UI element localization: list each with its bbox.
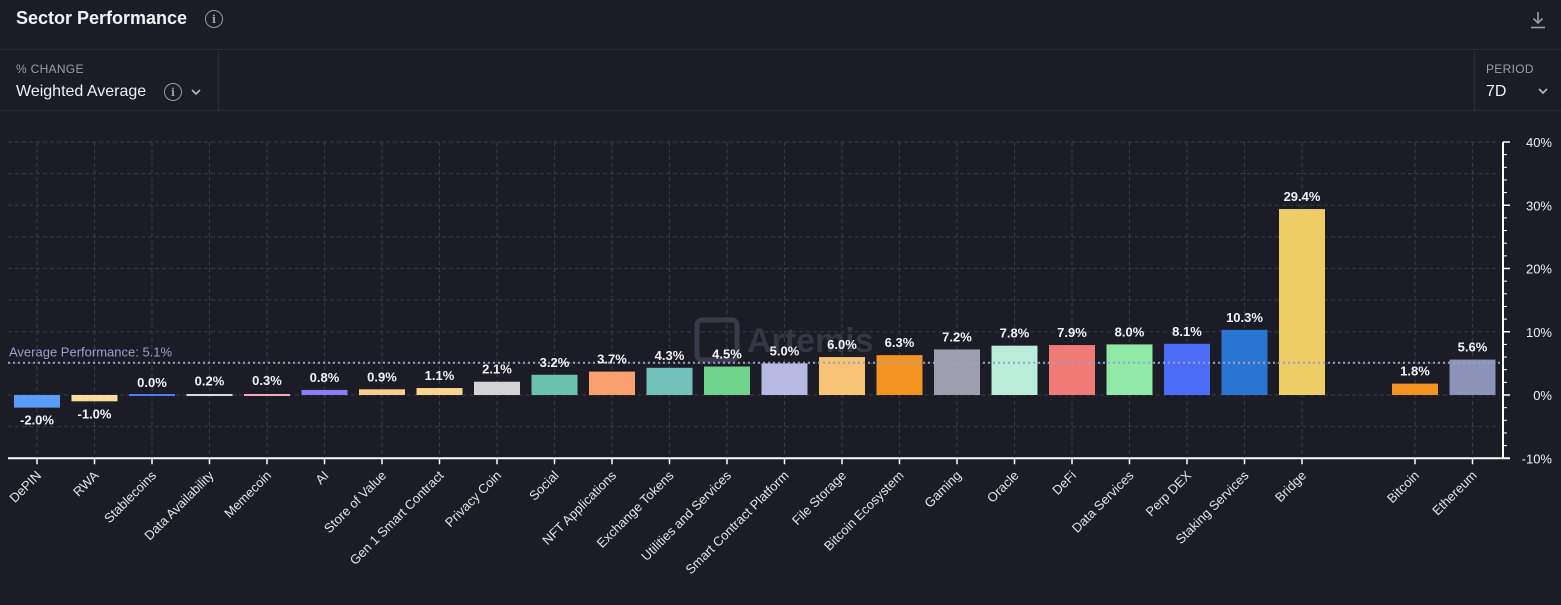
y-tick-label: 10%	[1526, 325, 1552, 340]
y-tick-label: 30%	[1526, 198, 1552, 213]
y-tick-label: 20%	[1526, 262, 1552, 277]
x-tick-label: DeFi	[1049, 468, 1079, 498]
x-tick-label: Perp DEX	[1143, 468, 1195, 520]
chart-header: Sector Performance i	[0, 0, 1561, 50]
data-label: 7.2%	[942, 329, 972, 344]
x-tick-label: Gen 1 Smart Contract	[347, 468, 447, 568]
bar-data-services[interactable]	[1106, 344, 1153, 395]
bar-store-of-value[interactable]	[359, 389, 405, 395]
bar-bridge[interactable]	[1279, 209, 1325, 395]
x-tick-label: Memecoin	[221, 468, 274, 521]
data-label: 10.3%	[1226, 310, 1263, 325]
y-tick-label: 0%	[1533, 388, 1552, 403]
data-label: 0.3%	[252, 373, 282, 388]
data-label: 7.9%	[1057, 325, 1087, 340]
data-label: 3.2%	[540, 355, 570, 370]
bar-ai[interactable]	[301, 389, 348, 395]
bar-bitcoin[interactable]	[1392, 383, 1438, 395]
change-type-selector[interactable]: % CHANGE Weighted Average i	[0, 51, 219, 110]
period-selector[interactable]: PERIOD 7D	[1474, 51, 1561, 110]
data-label: 6.0%	[827, 337, 857, 352]
bar-gen-1-smart-contract[interactable]	[416, 388, 463, 395]
x-tick-label: AI	[312, 468, 331, 487]
data-label: 0.2%	[195, 374, 225, 389]
data-label: 2.1%	[482, 362, 512, 377]
data-label: 4.5%	[712, 347, 742, 362]
data-label: 8.1%	[1172, 324, 1202, 339]
x-tick-label: Bitcoin	[1384, 468, 1422, 506]
change-type-value[interactable]: Weighted Average	[16, 83, 147, 100]
bar-file-storage[interactable]	[819, 357, 865, 395]
bar-bitcoin-ecosystem[interactable]	[876, 355, 923, 395]
x-tick-label: Stablecoins	[101, 467, 159, 525]
bar-gaming[interactable]	[934, 349, 980, 395]
x-tick-label: Gaming	[921, 468, 964, 511]
period-label: PERIOD	[1486, 62, 1534, 76]
x-tick-label: Smart Contract Platform	[682, 468, 791, 577]
bar-memecoin[interactable]	[244, 394, 290, 396]
bar-oracle[interactable]	[991, 345, 1038, 395]
x-tick-label: File Storage	[789, 468, 849, 528]
data-label: -2.0%	[20, 413, 54, 428]
x-tick-label: Social	[526, 468, 562, 504]
x-tick-label: Data Services	[1069, 467, 1137, 535]
bar-ethereum[interactable]	[1449, 359, 1496, 395]
bar-exchange-tokens[interactable]	[646, 367, 693, 395]
y-tick-label: -10%	[1522, 451, 1553, 466]
data-label: 1.8%	[1400, 364, 1430, 379]
data-label: 8.0%	[1115, 324, 1145, 339]
x-tick-label: Oracle	[984, 468, 1022, 506]
watermark-text: Artemis	[747, 322, 874, 360]
data-label: -1.0%	[78, 406, 112, 421]
data-label: 5.0%	[770, 343, 800, 358]
data-label: 0.9%	[367, 369, 397, 384]
chevron-down-icon[interactable]	[1537, 87, 1549, 95]
data-label: 29.4%	[1284, 189, 1321, 204]
data-label: 7.8%	[1000, 326, 1030, 341]
bar-utilities-and-services[interactable]	[704, 366, 750, 395]
bar-chart: Artemis Average Performance: 5.1% -10% 0%…	[6, 135, 1553, 577]
x-tick-label: Ethereum	[1429, 468, 1479, 518]
x-tick-label: Privacy Coin	[442, 468, 504, 530]
bar-rwa[interactable]	[71, 395, 118, 402]
bar-smart-contract-platform[interactable]	[761, 363, 808, 395]
data-label: 4.3%	[655, 348, 685, 363]
data-label: 0.8%	[310, 370, 340, 385]
bar-data-availability[interactable]	[186, 394, 233, 396]
x-tick-label: DePIN	[6, 468, 44, 506]
chart-controls: % CHANGE Weighted Average i PERIOD 7D	[0, 51, 1561, 111]
info-icon[interactable]: i	[205, 10, 223, 28]
data-label: 0.0%	[137, 375, 167, 390]
bar-depin[interactable]	[14, 395, 60, 408]
change-type-label: % CHANGE	[16, 62, 84, 76]
data-label: 1.1%	[425, 368, 455, 383]
page-title: Sector Performance	[16, 8, 188, 28]
y-tick-label: 40%	[1526, 135, 1552, 150]
bar-privacy-coin[interactable]	[474, 381, 520, 395]
data-label: 6.3%	[885, 335, 915, 350]
data-label: 5.6%	[1458, 340, 1488, 355]
bar-stablecoins[interactable]	[129, 394, 175, 396]
data-label: 3.7%	[597, 352, 627, 367]
period-value[interactable]: 7D	[1486, 83, 1507, 100]
average-label: Average Performance: 5.1%	[9, 345, 173, 360]
bar-perp-dex[interactable]	[1164, 343, 1210, 395]
watermark-logo	[694, 317, 740, 363]
download-icon[interactable]	[1529, 10, 1547, 30]
bar-defi[interactable]	[1049, 345, 1095, 395]
bar-nft-applications[interactable]	[589, 371, 635, 395]
info-icon[interactable]: i	[164, 83, 182, 101]
chevron-down-icon[interactable]	[190, 88, 202, 96]
x-tick-label: RWA	[70, 468, 102, 500]
x-tick-label: Bridge	[1272, 468, 1309, 505]
bar-social[interactable]	[531, 374, 578, 395]
